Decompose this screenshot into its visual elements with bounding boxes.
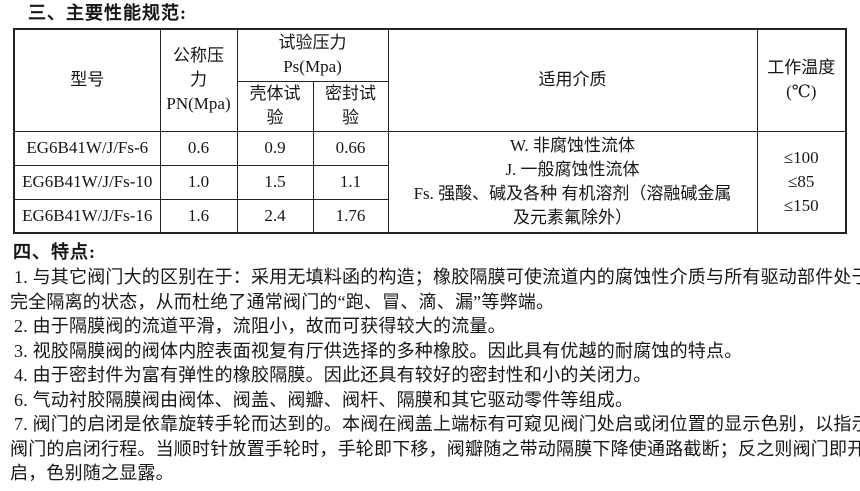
shell-test-cell: 2.4 — [236, 198, 314, 234]
feature-line: 6. 气动衬胶隔膜阀由阀体、阀盖、阀瓣、阀杆、隔膜和其它驱动零件等组成。 — [14, 389, 634, 410]
table-row: EG6B41W/J/Fs-6 0.6 0.9 0.66 W. 非腐蚀性流体 J.… — [13, 130, 847, 234]
seal-test-cell: 0.66 — [312, 130, 389, 166]
section4-heading: 四、特点: — [13, 242, 96, 262]
performance-spec-table: 型号 公称压 力 PN(Mpa) 试验压力 Ps(Mpa) 适用介质 工作温度 … — [13, 28, 847, 234]
shell-test-cell: 1.5 — [236, 164, 314, 200]
header-media: 适用介质 — [387, 28, 758, 132]
header-test-pressure: 试验压力 Ps(Mpa) — [236, 28, 389, 82]
header-temperature: 工作温度 (℃) — [756, 28, 847, 132]
temperature-cell: ≤100 ≤85 ≤150 — [756, 130, 847, 234]
table-row: EG6B41W/J/Fs-10 1.0 1.5 1.1 — [13, 164, 846, 200]
feature-line: 4. 由于密封件为富有弹性的橡胶隔膜。因此还具有较好的密封性和小的关闭力。 — [14, 365, 652, 385]
feature-line: 2. 由于隔膜阀的流道平滑，流阻小，故而可获得较大的流量。 — [14, 316, 506, 336]
table-header-row-2: 壳体试 验 密封试 验 — [14, 80, 846, 132]
section3-heading: 三、主要性能规范: — [28, 3, 187, 23]
header-nominal-pressure: 公称压 力 PN(Mpa) — [159, 28, 238, 132]
feature-line: 3. 视胶隔膜阀的阀体内腔表面视复有厅供选择的多种橡胶。因此具有优越的耐腐蚀的特… — [14, 340, 743, 361]
table-row: EG6B41W/J/Fs-16 1.6 2.4 1.76 — [13, 198, 846, 234]
model-cell: EG6B41W/J/Fs-6 — [13, 130, 161, 166]
header-model: 型号 — [13, 28, 161, 132]
pn-cell: 0.6 — [159, 130, 238, 166]
pn-cell: 1.0 — [159, 164, 238, 200]
pn-cell: 1.6 — [159, 198, 238, 234]
feature-line: 完全隔离的状态，从而杜绝了通常阀门的“跑、冒、滴、漏”等弊端。 — [10, 291, 555, 312]
header-seal-test: 密封试 验 — [312, 80, 389, 132]
header-shell-test: 壳体试 验 — [236, 80, 314, 132]
feature-line: 7. 阀门的启闭是依靠旋转手轮而达到的。本阀在阀盖上端标有可窥见阀门处启或闭位置… — [14, 414, 860, 434]
model-cell: EG6B41W/J/Fs-16 — [13, 198, 161, 234]
feature-line: 1. 与其它阀门大的区别在于：采用无填料函的构造；橡胶隔膜可使流道内的腐蚀性介质… — [14, 267, 860, 287]
feature-line: 启，色别随之显露。 — [10, 463, 174, 483]
seal-test-cell: 1.1 — [312, 164, 389, 200]
shell-test-cell: 0.9 — [236, 130, 314, 166]
media-cell: W. 非腐蚀性流体 J. 一般腐蚀性流体 Fs. 强酸、碱及各种 有机溶剂（溶融… — [387, 130, 758, 234]
features-list: 1. 与其它阀门大的区别在于：采用无填料函的构造；橡胶隔膜可使流道内的腐蚀性介质… — [0, 265, 860, 486]
feature-line: 阀门的启闭行程。当顺时针放置手轮时，手轮即下移，阀瓣随之带动隔膜下降使通路截断；… — [10, 438, 860, 459]
table-header-row-1: 型号 公称压 力 PN(Mpa) 试验压力 Ps(Mpa) 适用介质 工作温度 … — [13, 28, 847, 132]
seal-test-cell: 1.76 — [312, 198, 389, 234]
model-cell: EG6B41W/J/Fs-10 — [13, 164, 161, 200]
